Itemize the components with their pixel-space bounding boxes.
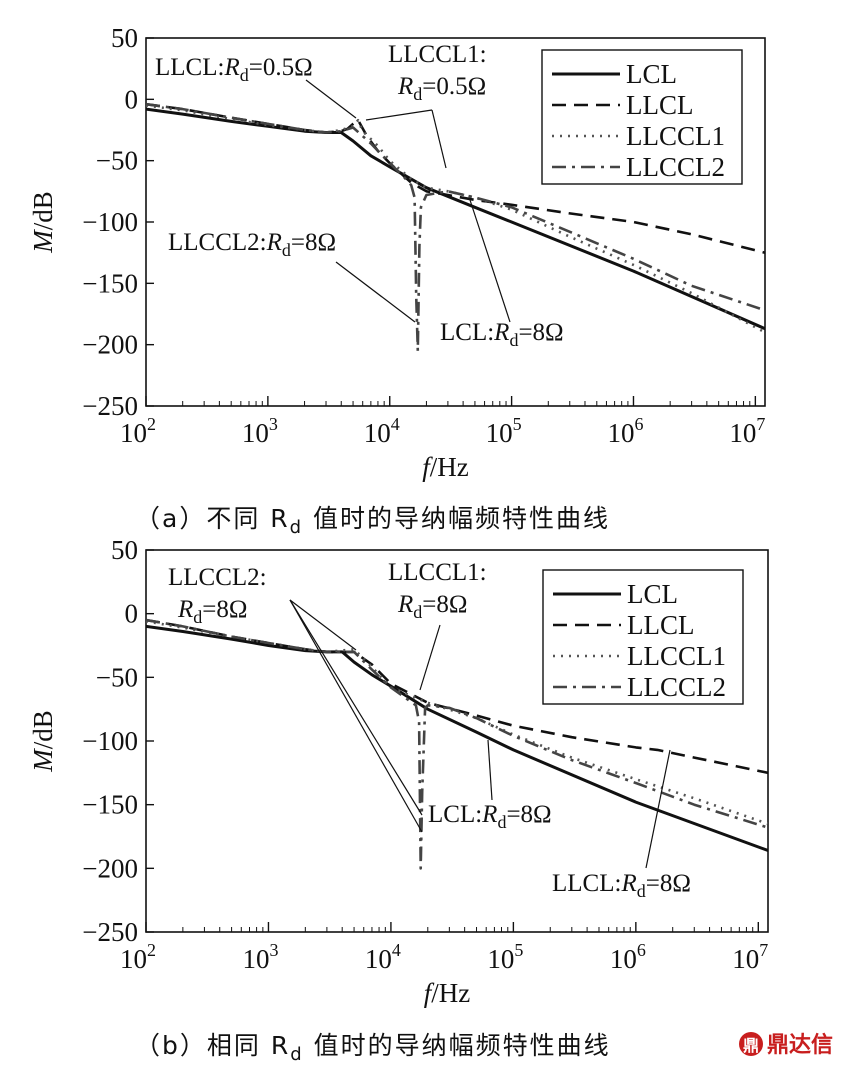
annotation-value: Rd=8Ω <box>177 596 247 627</box>
annotation-label: LCL:Rd=8Ω <box>440 319 564 350</box>
legend-label-llccl1: LLCCL1 <box>627 641 726 671</box>
annotation-leader <box>419 624 441 691</box>
y-tick-label: −200 <box>82 853 138 883</box>
x-tick-label: 105 <box>487 940 523 974</box>
series-line-llccl2 <box>146 618 768 870</box>
annotation-leader <box>645 749 671 869</box>
y-tick-label: −150 <box>82 268 138 298</box>
annotation-leader <box>289 599 423 833</box>
y-axis-label: M/dB <box>28 191 58 254</box>
x-tick-label: 104 <box>365 940 401 974</box>
y-tick-label: −250 <box>82 391 138 421</box>
series-line-llccl2 <box>146 102 765 353</box>
annotation-leader <box>335 261 416 323</box>
x-tick-label: 102 <box>120 940 156 974</box>
legend-box <box>541 49 743 185</box>
y-tick-label: 50 <box>111 23 138 53</box>
annotation-leader <box>365 109 433 121</box>
y-tick-label: −200 <box>82 330 138 360</box>
figure-caption: （a）不同 Rd 值时的导纳幅频特性曲线 <box>135 504 610 538</box>
legend-label-llccl2: LLCCL2 <box>627 672 726 702</box>
y-tick-label: −250 <box>82 917 138 947</box>
annotation-leader <box>431 109 447 169</box>
x-tick-label: 103 <box>242 414 278 448</box>
annotation-label: LLCCL1: <box>388 559 487 586</box>
legend-box <box>542 569 744 705</box>
annotation-leader <box>487 739 493 801</box>
ding-logo-icon: 鼎 <box>739 1032 763 1056</box>
x-tick-label: 107 <box>732 940 768 974</box>
annotation-label: LCL:Rd=8Ω <box>428 801 552 832</box>
annotation-value: Rd=0.5Ω <box>397 73 486 104</box>
series-line-lcl <box>146 624 768 852</box>
annotation-label: LLCCL2: <box>168 564 267 591</box>
svg-text:鼎: 鼎 <box>743 1036 759 1055</box>
x-tick-label: 103 <box>242 940 278 974</box>
y-tick-label: −100 <box>82 207 138 237</box>
x-axis-label: f/Hz <box>422 452 469 482</box>
x-tick-label: 106 <box>610 940 646 974</box>
legend-label-llcl: LLCL <box>627 610 695 640</box>
y-tick-label: −50 <box>96 146 138 176</box>
annotation-label: LLCL:Rd=8Ω <box>552 870 691 901</box>
y-tick-label: 50 <box>111 535 138 565</box>
annotation-value: Rd=8Ω <box>397 591 467 622</box>
annotation-label: LLCCL1: <box>388 41 487 68</box>
annotation-leader <box>289 599 357 651</box>
legend-label-llcl: LLCL <box>626 90 694 120</box>
x-tick-label: 104 <box>364 414 400 448</box>
y-tick-label: −100 <box>82 726 138 756</box>
legend-label-lcl: LCL <box>626 59 677 89</box>
series-line-lcl <box>146 107 765 331</box>
annotation-leader <box>305 79 357 119</box>
series-line-llcl <box>146 618 768 775</box>
watermark-text: 鼎达信 <box>767 1032 833 1058</box>
x-tick-label: 102 <box>120 414 156 448</box>
annotation-leader <box>289 599 423 816</box>
y-axis-label: M/dB <box>28 710 58 773</box>
y-tick-label: 0 <box>125 599 139 629</box>
annotation-leader <box>469 199 511 323</box>
x-tick-label: 107 <box>729 414 765 448</box>
y-tick-label: 0 <box>125 84 139 114</box>
legend-label-llccl2: LLCCL2 <box>626 152 725 182</box>
x-tick-label: 105 <box>486 414 522 448</box>
legend-label-llccl1: LLCCL1 <box>626 121 725 151</box>
y-tick-label: −150 <box>82 790 138 820</box>
figure-caption: （b）相同 Rd 值时的导纳幅频特性曲线 <box>135 1031 611 1065</box>
legend-label-lcl: LCL <box>627 579 678 609</box>
x-axis-label: f/Hz <box>424 978 471 1008</box>
y-tick-label: −50 <box>96 662 138 692</box>
annotation-label: LLCL:Rd=0.5Ω <box>155 54 313 85</box>
series-line-llccl1 <box>146 620 768 826</box>
x-tick-label: 106 <box>607 414 643 448</box>
annotation-label: LLCCL2:Rd=8Ω <box>168 229 336 260</box>
watermark: 鼎 鼎达信 <box>739 1032 833 1058</box>
